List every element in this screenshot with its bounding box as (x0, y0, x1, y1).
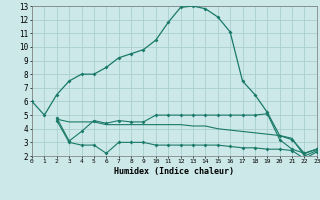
X-axis label: Humidex (Indice chaleur): Humidex (Indice chaleur) (115, 167, 234, 176)
